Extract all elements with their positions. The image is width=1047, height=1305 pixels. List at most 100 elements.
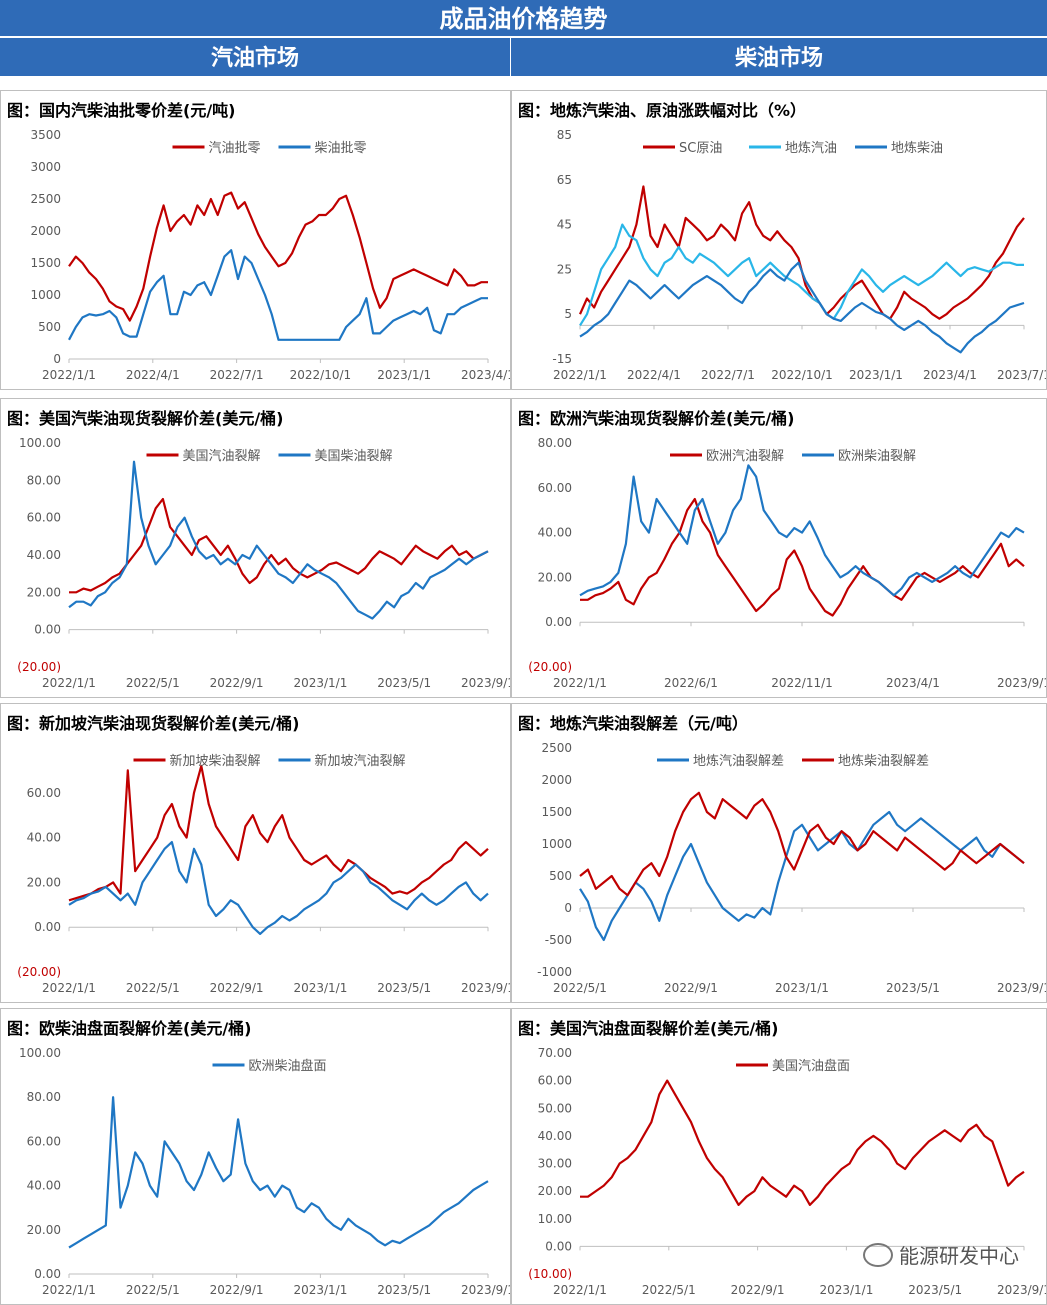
x-tick-label: 2023/1/1	[775, 981, 829, 995]
legend-label: 地炼柴油裂解差	[838, 754, 929, 769]
y-tick-label: 65	[557, 173, 572, 187]
legend-label: 新加坡柴油裂解	[170, 753, 261, 769]
chart-svg: 0 500 1000 1500 2000 2500 3000 3500 2022/1/1 2022…	[30, 128, 510, 382]
y-tick-label: -500	[545, 933, 572, 947]
chart-panel-domestic-wholesale-retail-spread: 图：国内汽柴油批零价差(元/吨) 0 500 1000 1500 2000 2500 300…	[0, 90, 511, 390]
series-line-1	[68, 460, 489, 620]
x-tick-label: 2022/9/1	[210, 676, 264, 690]
x-tick-label: 2023/1/1	[819, 1283, 873, 1297]
series-line-0	[68, 1096, 489, 1249]
x-tick-label: 2023/4/1	[886, 676, 940, 690]
series-line-2	[579, 261, 1025, 354]
y-tick-label: 0.00	[34, 623, 61, 637]
wechat-icon	[863, 1242, 893, 1267]
legend-label: 地炼柴油	[891, 141, 943, 156]
y-tick-label: 0.00	[545, 1239, 572, 1253]
chart-svg: (20.00) 0.00 20.00 40.00 60.00 80.00 100.00 202…	[17, 436, 510, 690]
x-tick-label: 2022/5/1	[642, 1283, 696, 1297]
chart-title: 图：国内汽柴油批零价差(元/吨)	[7, 101, 236, 120]
chart-panel-local-refinery-vs-crude-change: 图：地炼汽柴油、原油涨跌幅对比（%） -15 5 25 45 65 85 2022/1/1 2…	[511, 90, 1047, 390]
y-tick-label: -1000	[537, 965, 572, 979]
chart-title: 图：欧洲汽柴油现货裂解价差(美元/桶)	[518, 409, 795, 428]
y-tick-label: 2000	[541, 773, 572, 787]
x-tick-label: 2022/5/1	[126, 981, 180, 995]
y-tick-label: 40.00	[538, 526, 572, 540]
y-tick-label: 40.00	[27, 548, 61, 562]
legend-label: 柴油批零	[315, 141, 367, 156]
chart-title: 图：新加坡汽柴油现货裂解价差(美元/桶)	[7, 714, 300, 733]
y-tick-label: (20.00)	[17, 965, 61, 979]
legend-label: 新加坡汽油裂解	[315, 753, 406, 769]
chart-title: 图：美国汽柴油现货裂解价差(美元/桶)	[7, 409, 284, 428]
x-tick-label: 2023/1/1	[293, 981, 347, 995]
chart-title: 图：欧柴油盘面裂解价差(美元/桶)	[7, 1019, 252, 1038]
x-tick-label: 2022/1/1	[42, 981, 96, 995]
y-tick-label: 500	[38, 320, 61, 334]
y-tick-label: 60.00	[27, 511, 61, 525]
y-tick-label: 0.00	[545, 615, 572, 629]
legend-label: 美国汽油盘面	[772, 1058, 850, 1074]
x-tick-label: 2023/5/1	[377, 676, 431, 690]
y-tick-label: 50.00	[538, 1101, 572, 1115]
series-line-1	[68, 249, 488, 341]
x-tick-label: 2022/10/1	[290, 368, 352, 382]
x-tick-label: 2023/5/1	[886, 981, 940, 995]
y-tick-label: (20.00)	[528, 660, 572, 674]
series-line-0	[580, 497, 1025, 617]
x-tick-label: 2022/4/1	[126, 368, 180, 382]
x-tick-label: 2023/5/1	[377, 981, 431, 995]
x-tick-label: 2022/7/1	[210, 368, 264, 382]
y-tick-label: 20.00	[27, 875, 61, 889]
series-line-0	[69, 497, 489, 594]
legend-label: 欧洲汽油裂解	[706, 449, 784, 464]
chart-svg: -15 5 25 45 65 85 2022/1/1 2022/4/1 2022/7/1 2022…	[552, 128, 1046, 382]
y-tick-label: 80.00	[538, 436, 572, 450]
x-tick-label: 2022/10/1	[771, 368, 833, 382]
chart-svg: (20.00) 0.00 20.00 40.00 60.00 80.00 2022/1/1 2…	[528, 436, 1046, 690]
y-tick-label: 1000	[541, 837, 572, 851]
x-tick-label: 2023/4/1	[923, 368, 977, 382]
diesel-market-header: 柴油市场	[511, 38, 1047, 76]
chart-svg: -1000 -500 0 500 1000 1500 2000 2500 2022/5/1 202…	[537, 741, 1046, 995]
y-tick-label: 80.00	[27, 1090, 61, 1104]
x-tick-label: 2023/1/1	[293, 1283, 347, 1297]
x-tick-label: 2022/1/1	[553, 368, 607, 382]
y-tick-label: 100.00	[19, 1046, 61, 1060]
series-line-1	[579, 223, 1024, 326]
legend-label: 欧洲柴油裂解	[838, 449, 916, 464]
gasoline-market-header: 汽油市场	[0, 38, 511, 76]
x-tick-label: 2022/6/1	[664, 676, 718, 690]
chart-panel-eu-diesel-futures-crack: 图：欧柴油盘面裂解价差(美元/桶) 0.00 20.00 40.00 60.00 80.…	[0, 1008, 511, 1305]
series-line-0	[579, 810, 1025, 942]
x-tick-label: 2022/1/1	[553, 1283, 607, 1297]
y-tick-label: 25	[557, 262, 572, 276]
y-tick-label: 20.00	[27, 1223, 61, 1237]
legend-label: 地炼汽油	[785, 141, 837, 156]
y-tick-label: 60.00	[538, 481, 572, 495]
y-tick-label: 0	[53, 352, 61, 366]
x-tick-label: 2023/9/1	[461, 1283, 510, 1297]
chart-svg: 0.00 20.00 40.00 60.00 80.00 100.00 2022/1/1 20…	[19, 1046, 510, 1297]
chart-panel-us-gasoline-futures-crack: 图：美国汽油盘面裂解价差(美元/桶) (10.00) 0.00 10.00 20.00…	[511, 1008, 1047, 1305]
chart-panel-local-refinery-crack-spread: 图：地炼汽柴油裂解差（元/吨） -1000 -500 0 500 1000 1500 200…	[511, 703, 1047, 1003]
x-tick-label: 2022/1/1	[42, 1283, 96, 1297]
watermark-text: 能源研发中心	[899, 1244, 1019, 1268]
x-tick-label: 2023/9/1	[997, 676, 1046, 690]
x-tick-label: 2022/7/1	[701, 368, 755, 382]
legend-label: 地炼汽油裂解差	[693, 754, 784, 769]
y-tick-label: 3000	[30, 160, 61, 174]
x-tick-label: 2022/9/1	[664, 981, 718, 995]
y-tick-label: 1500	[541, 805, 572, 819]
page-banner: 成品油价格趋势	[0, 0, 1047, 38]
y-tick-label: (20.00)	[17, 660, 61, 674]
y-tick-label: 20.00	[27, 585, 61, 599]
x-tick-label: 2022/1/1	[42, 368, 96, 382]
x-tick-label: 2022/1/1	[553, 676, 607, 690]
legend-label: SC原油	[679, 141, 722, 156]
x-tick-label: 2022/11/1	[771, 676, 833, 690]
y-tick-label: 40.00	[27, 1179, 61, 1193]
x-tick-label: 2023/1/1	[377, 368, 431, 382]
series-line-0	[68, 764, 489, 902]
y-tick-label: 45	[557, 218, 572, 232]
legend-label: 欧洲柴油盘面	[249, 1058, 327, 1074]
